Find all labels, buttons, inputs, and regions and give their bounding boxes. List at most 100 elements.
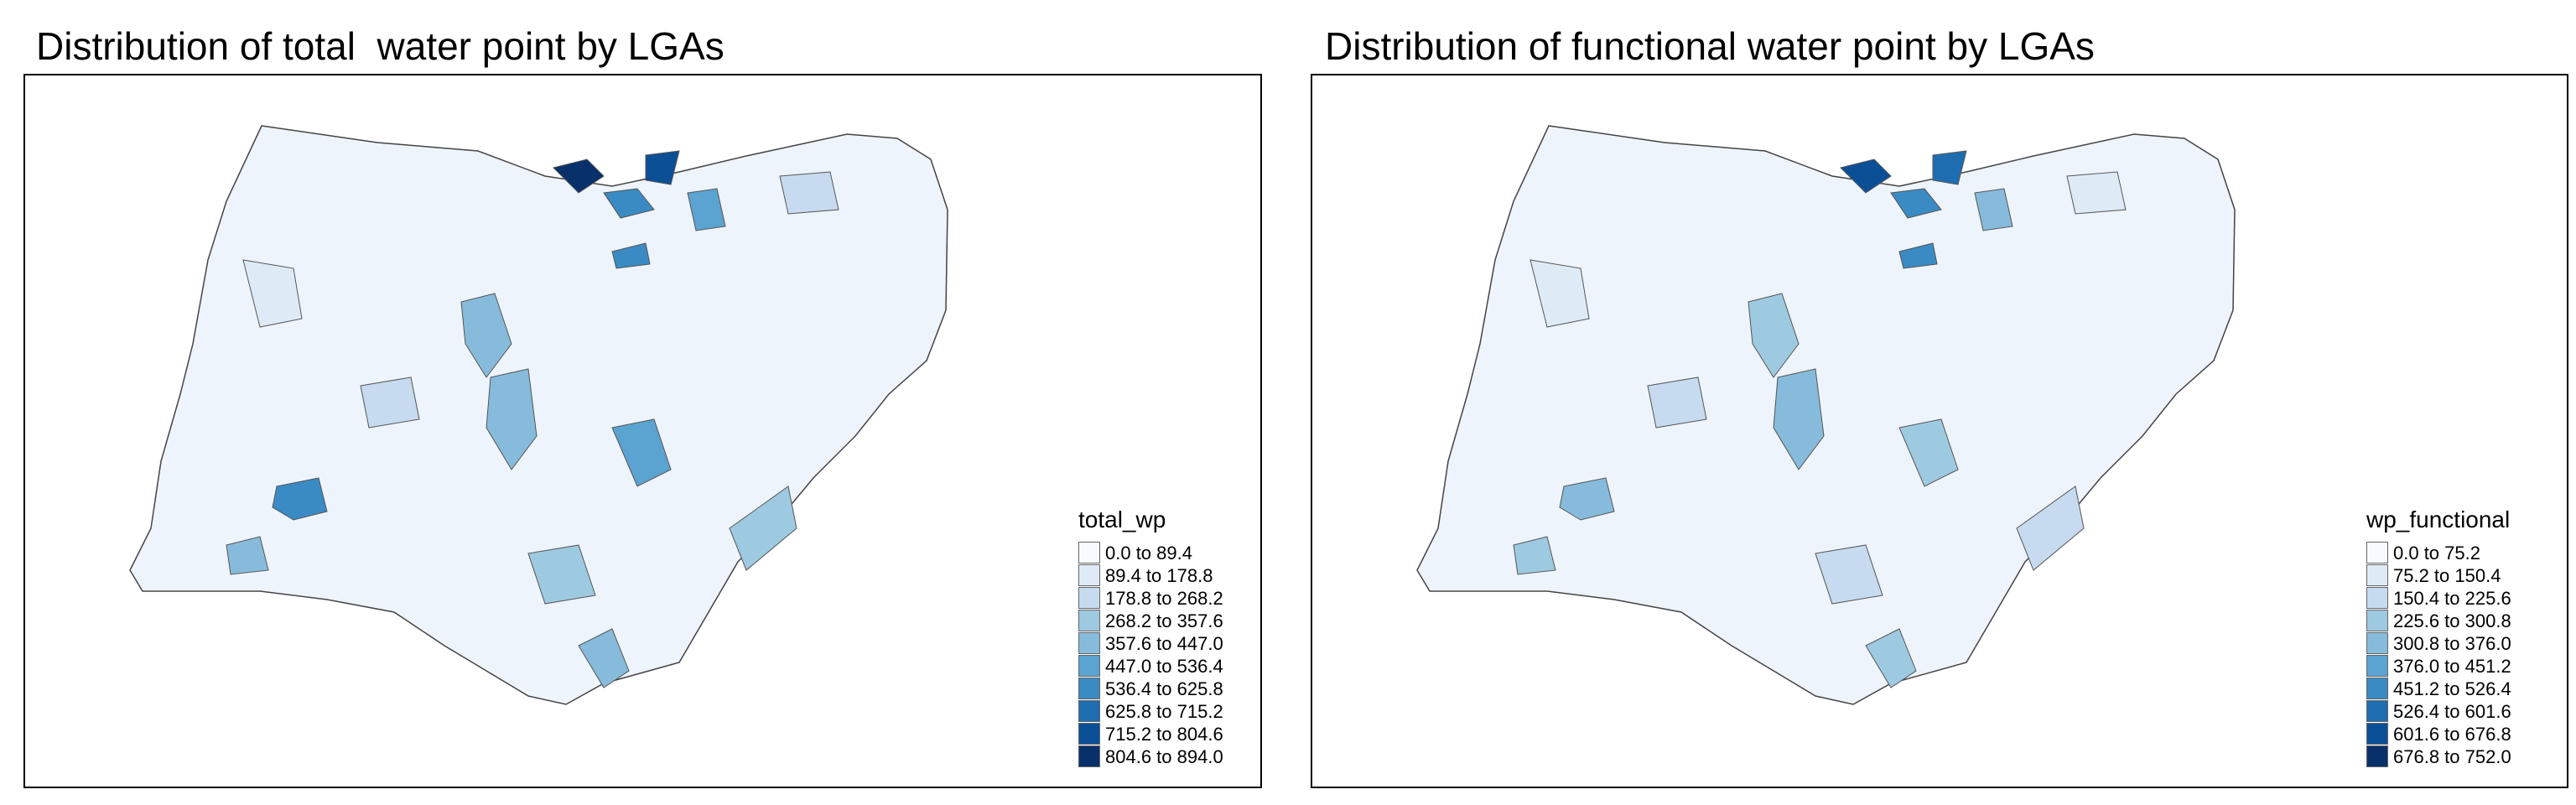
lga-region [242,259,303,328]
legend-label: 268.2 to 357.6 [1105,610,1223,631]
legend-label: 150.4 to 225.6 [2393,587,2511,609]
legend-swatch [1078,610,1100,631]
legend-item: 0.0 to 75.2 [2366,542,2511,564]
legend-swatch [2366,745,2388,767]
legend-swatch [1078,655,1100,677]
legend-label: 0.0 to 89.4 [1105,542,1192,564]
legend-title: total_wp [1078,506,1166,532]
legend-item: 447.0 to 536.4 [1078,655,1223,678]
legend-item: 526.4 to 601.6 [2366,700,2511,723]
legend-swatch [2366,587,2388,609]
legend-title: wp_functional [2366,506,2511,532]
legend-swatch [1078,587,1100,609]
legend-swatch [1078,700,1100,722]
legend-swatch [2366,564,2388,586]
lga-region [2066,171,2127,215]
lga-region [645,150,680,185]
map-total [129,125,948,705]
legend-item: 536.4 to 625.8 [1078,678,1223,700]
lga-region [611,418,672,487]
legend-item: 715.2 to 804.6 [1078,723,1223,745]
legend-item: 676.8 to 752.0 [2366,745,2511,768]
legend-label: 89.4 to 178.8 [1105,564,1213,586]
lga-region [578,628,630,688]
legend-swatch [2366,632,2388,654]
legend-swatch [2366,542,2388,564]
legend-item: 89.4 to 178.8 [1078,564,1223,587]
legend-item: 300.8 to 376.0 [2366,632,2511,655]
lga-region [1840,158,1892,194]
legend-item: 376.0 to 451.2 [2366,655,2511,678]
legend-swatch [1078,723,1100,745]
lga-region [611,242,651,269]
lga-region [1898,242,1938,269]
legend-item: 357.6 to 447.0 [1078,632,1223,655]
legend-label: 804.6 to 894.0 [1105,745,1223,767]
lga-region [779,171,839,215]
legend-label: 225.6 to 300.8 [2393,610,2511,631]
legend-swatch [1078,678,1100,699]
lga-region [527,544,596,605]
legend-label: 536.4 to 625.8 [1105,678,1223,699]
lga-region [272,477,328,521]
lga-region [729,486,797,571]
map-functional [1416,125,2236,705]
legend-label: 526.4 to 601.6 [2393,700,2511,722]
country-outline [1416,125,2236,705]
lga-region [360,377,420,428]
legend-item: 625.8 to 715.2 [1078,700,1223,723]
legend-label: 715.2 to 804.6 [1105,723,1223,745]
nigeria-lga-map [1416,125,2236,705]
legend-label: 0.0 to 75.2 [2393,542,2480,564]
lga-region [1898,418,1959,487]
legend-label: 676.8 to 752.0 [2393,745,2511,767]
legend-item: 225.6 to 300.8 [2366,610,2511,632]
legend-label: 447.0 to 536.4 [1105,655,1223,677]
lga-region [603,188,655,219]
country-outline [129,125,948,705]
lga-region [1647,377,1707,428]
legend-label: 178.8 to 268.2 [1105,587,1223,609]
legend-swatch [1078,542,1100,564]
lga-region [1890,188,1942,219]
lga-region [1748,293,1800,378]
legend-swatch [1078,745,1100,767]
lga-region [1773,368,1825,470]
lga-region [486,368,538,470]
legend-item: 804.6 to 894.0 [1078,745,1223,768]
lga-region [2016,486,2085,571]
legend-swatch [2366,700,2388,722]
legend-swatch [1078,564,1100,586]
map-frame-total: total_wp 0.0 to 89.4 89.4 to 178.8 178.8 t… [23,74,1262,788]
legend-swatch [2366,723,2388,745]
lga-region [1513,536,1556,575]
lga-region [1530,259,1590,328]
legend-label: 625.8 to 715.2 [1105,700,1223,722]
legend-item: 150.4 to 225.6 [2366,587,2511,610]
legend-swatch [2366,655,2388,677]
title-total: Distribution of total water point by LGA… [36,24,724,68]
legend-swatch [2366,610,2388,631]
lga-region [1815,544,1883,605]
legend-item: 0.0 to 89.4 [1078,542,1223,564]
legend-label: 75.2 to 150.4 [2393,564,2501,586]
lga-region [1974,188,2013,231]
legend-label: 357.6 to 447.0 [1105,632,1223,654]
nigeria-lga-map [129,125,948,705]
legend-swatch [2366,678,2388,699]
lga-region [1932,150,1967,185]
legend-item: 601.6 to 676.8 [2366,723,2511,745]
legend-label: 376.0 to 451.2 [2393,655,2511,677]
map-frame-functional: wp_functional 0.0 to 75.2 75.2 to 150.4 15… [1311,74,2568,788]
legend-item: 268.2 to 357.6 [1078,610,1223,632]
lga-region [460,293,512,378]
lga-region [226,536,269,575]
legend-label: 451.2 to 526.4 [2393,678,2511,699]
lga-region [553,158,605,194]
legend-label: 300.8 to 376.0 [2393,632,2511,654]
legend-item: 75.2 to 150.4 [2366,564,2511,587]
lga-region [687,188,726,231]
lga-region [1559,477,1615,521]
legend-functional: wp_functional 0.0 to 75.2 75.2 to 150.4 15… [2366,506,2511,768]
legend-swatch [1078,632,1100,654]
